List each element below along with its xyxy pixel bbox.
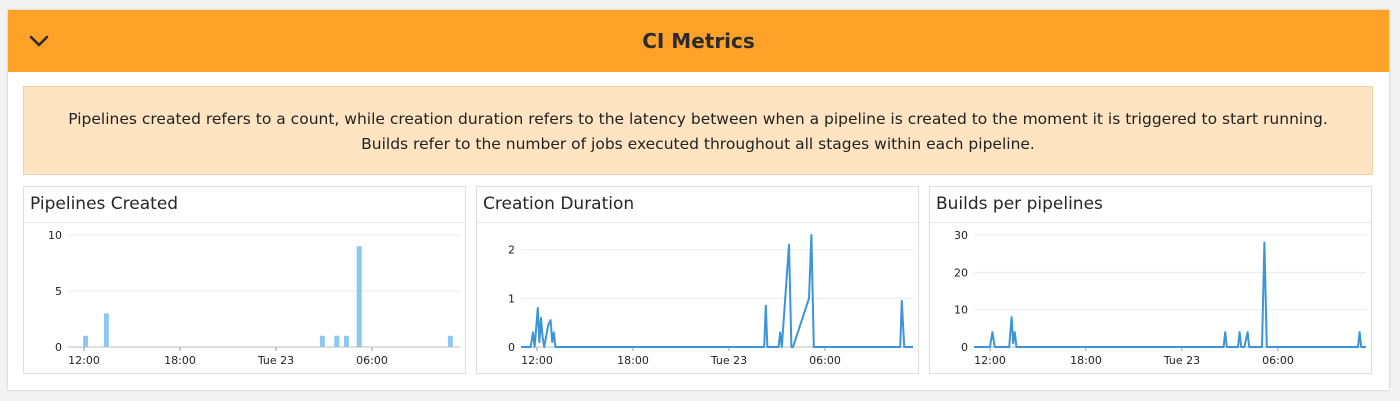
pipelines-created-chart: 0 5 10 12:00 18:00 Tue 23 06:00 — [48, 229, 460, 367]
y-tick-label: 0 — [508, 341, 515, 354]
chart-card-creation-duration: Creation Duration 0 1 2 12:00 18:00 Tue 23 06:… — [476, 186, 919, 374]
chart-card-pipelines-created: Pipelines Created 0 5 10 12:00 18:00 Tue 23 06… — [23, 186, 466, 374]
chevron-down-icon[interactable] — [26, 28, 52, 54]
chart-title: Builds per pipelines — [936, 194, 1103, 214]
x-tick-label: Tue 23 — [257, 354, 294, 367]
bar[interactable] — [319, 335, 325, 347]
series-line[interactable] — [974, 241, 1366, 348]
bar[interactable] — [447, 335, 453, 347]
x-tick-label: 12:00 — [974, 354, 1006, 367]
card-divider — [477, 222, 918, 223]
panel-title: CI Metrics — [642, 29, 755, 53]
y-tick-label: 10 — [48, 229, 62, 242]
y-tick-label: 0 — [961, 341, 968, 354]
x-tick-label: 18:00 — [617, 354, 649, 367]
info-note: Pipelines created refers to a count, whi… — [23, 86, 1373, 175]
x-tick-label: 18:00 — [164, 354, 196, 367]
x-tick-label: 18:00 — [1070, 354, 1102, 367]
card-divider — [930, 222, 1371, 223]
creation-duration-chart: 0 1 2 12:00 18:00 Tue 23 06:00 — [508, 234, 913, 367]
x-tick-label: 06:00 — [1262, 354, 1294, 367]
x-tick-label: 12:00 — [68, 354, 100, 367]
x-tick-label: Tue 23 — [1163, 354, 1200, 367]
y-tick-label: 0 — [55, 341, 62, 354]
panel-header[interactable]: CI Metrics — [8, 10, 1389, 72]
card-divider — [24, 222, 465, 223]
series-line[interactable] — [521, 234, 913, 348]
y-tick-label: 30 — [954, 229, 968, 242]
bar[interactable] — [356, 246, 362, 347]
x-tick-label: 12:00 — [521, 354, 553, 367]
builds-per-pipelines-chart: 0 10 20 30 12:00 18:00 Tue 23 06:00 — [954, 229, 1366, 367]
x-tick-label: 06:00 — [809, 354, 841, 367]
y-tick-label: 2 — [508, 244, 515, 257]
bar[interactable] — [103, 313, 109, 347]
y-tick-label: 5 — [55, 285, 62, 298]
bar[interactable] — [343, 335, 349, 347]
bar[interactable] — [83, 335, 89, 347]
info-note-text: Pipelines created refers to a count, whi… — [68, 110, 1328, 153]
ci-metrics-panel: CI Metrics Pipelines created refers to a… — [8, 10, 1389, 390]
y-tick-label: 20 — [954, 266, 968, 279]
chart-title: Pipelines Created — [30, 194, 179, 214]
chart-card-builds-per-pipelines: Builds per pipelines 0 10 20 30 12:00 18:00 Tu… — [929, 186, 1372, 374]
x-tick-label: 06:00 — [356, 354, 388, 367]
bar[interactable] — [334, 335, 340, 347]
x-tick-label: Tue 23 — [710, 354, 747, 367]
chart-title: Creation Duration — [483, 194, 635, 214]
y-tick-label: 1 — [508, 292, 515, 305]
y-tick-label: 10 — [954, 304, 968, 317]
